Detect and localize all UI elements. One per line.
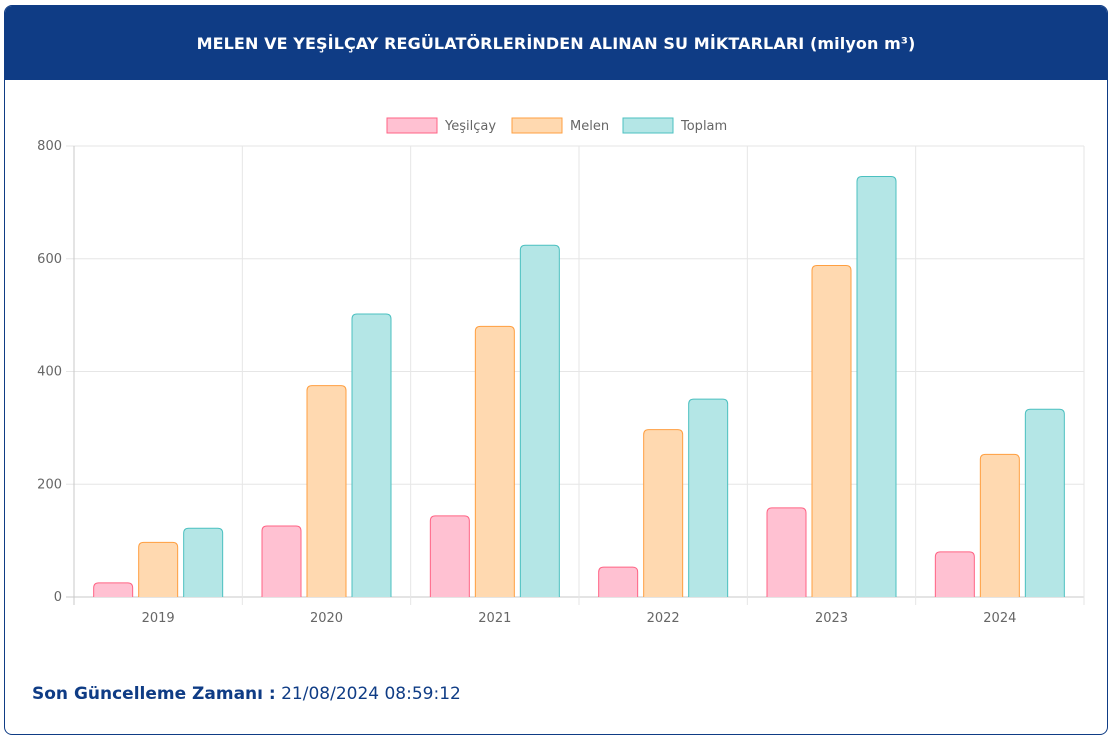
legend-label: Yeşilçay bbox=[444, 119, 496, 134]
x-tick-label: 2021 bbox=[478, 611, 511, 626]
bar-melen-2021[interactable] bbox=[474, 325, 515, 597]
x-tick-label: 2022 bbox=[647, 611, 680, 626]
bar-toplam-2023[interactable] bbox=[856, 175, 897, 597]
x-tick-label: 2023 bbox=[815, 611, 848, 626]
bar-melen-2019[interactable] bbox=[138, 541, 179, 597]
bar-toplam-2024[interactable] bbox=[1024, 408, 1065, 597]
y-tick-label: 600 bbox=[37, 252, 62, 267]
legend-item-yesilcay[interactable]: Yeşilçay bbox=[386, 117, 496, 134]
y-tick-label: 400 bbox=[37, 365, 62, 380]
bar-yesilcay-2022[interactable] bbox=[598, 566, 639, 597]
legend: Yeşilçay Melen Toplam bbox=[386, 117, 727, 134]
bar-melen-2020[interactable] bbox=[306, 385, 347, 597]
y-tick-label: 200 bbox=[37, 477, 62, 492]
legend-swatch bbox=[386, 117, 438, 134]
last-update: Son Güncelleme Zamanı : 21/08/2024 08:59… bbox=[32, 684, 461, 704]
bar-toplam-2019[interactable] bbox=[183, 527, 224, 597]
x-axis-ticks: 2019 2020 2021 2022 2023 2024 bbox=[142, 611, 1017, 626]
bars bbox=[93, 175, 1065, 597]
last-update-value: 21/08/2024 08:59:12 bbox=[281, 684, 461, 704]
legend-label: Toplam bbox=[680, 119, 727, 134]
legend-label: Melen bbox=[570, 119, 609, 134]
legend-swatch bbox=[511, 117, 563, 134]
bar-toplam-2022[interactable] bbox=[688, 398, 729, 597]
x-tick-label: 2020 bbox=[310, 611, 343, 626]
bar-yesilcay-2023[interactable] bbox=[766, 507, 807, 597]
legend-swatch bbox=[622, 117, 674, 134]
last-update-label: Son Güncelleme Zamanı : bbox=[32, 684, 276, 704]
x-tick-label: 2019 bbox=[142, 611, 175, 626]
legend-item-toplam[interactable]: Toplam bbox=[622, 117, 727, 134]
bar-yesilcay-2024[interactable] bbox=[934, 551, 975, 597]
y-tick-label: 800 bbox=[37, 139, 62, 154]
chart-card: MELEN VE YEŞİLÇAY REGÜLATÖRLERİNDEN ALIN… bbox=[4, 5, 1108, 735]
bar-toplam-2021[interactable] bbox=[519, 244, 560, 597]
bar-yesilcay-2021[interactable] bbox=[429, 515, 470, 597]
y-axis-ticks: 0 200 400 600 800 bbox=[37, 139, 62, 605]
bar-yesilcay-2019[interactable] bbox=[93, 582, 134, 597]
grid bbox=[66, 145, 1085, 605]
bar-melen-2023[interactable] bbox=[811, 265, 852, 597]
bar-toplam-2020[interactable] bbox=[351, 313, 392, 597]
chart-title: MELEN VE YEŞİLÇAY REGÜLATÖRLERİNDEN ALIN… bbox=[5, 6, 1107, 80]
y-tick-label: 0 bbox=[54, 590, 62, 605]
bar-yesilcay-2020[interactable] bbox=[261, 525, 302, 597]
x-tick-label: 2024 bbox=[983, 611, 1016, 626]
legend-item-melen[interactable]: Melen bbox=[511, 117, 609, 134]
bar-melen-2022[interactable] bbox=[643, 429, 684, 597]
bar-melen-2024[interactable] bbox=[979, 453, 1020, 597]
